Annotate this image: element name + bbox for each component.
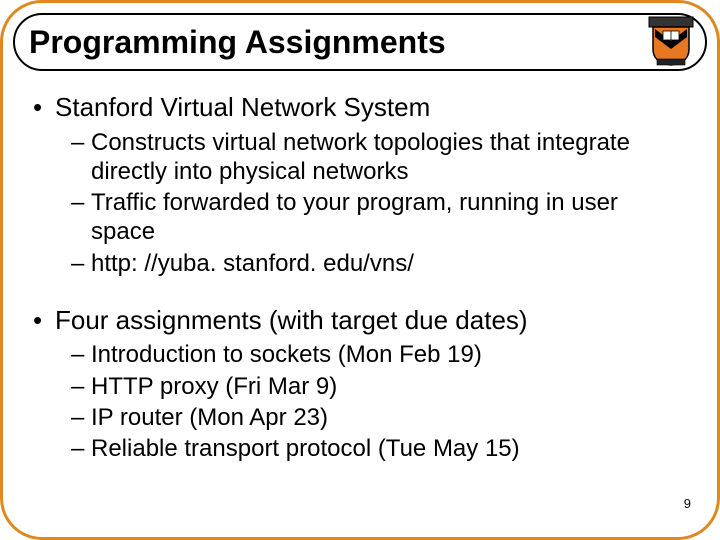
title-container: Programming Assignments <box>13 13 707 71</box>
list-item-text: Traffic forwarded to your program, runni… <box>91 189 618 245</box>
section-heading-text: Four assignments (with target due dates) <box>55 305 528 335</box>
page-number: 9 <box>684 496 691 511</box>
princeton-crest-icon <box>645 15 697 67</box>
section-heading-text: Stanford Virtual Network System <box>55 92 430 122</box>
list-item: HTTP proxy (Fri Mar 9) <box>71 372 677 401</box>
list-item: IP router (Mon Apr 23) <box>71 403 677 432</box>
content-area: Stanford Virtual Network System Construc… <box>33 85 677 517</box>
section-gap <box>33 280 677 298</box>
list-item-text: Constructs virtual network topologies th… <box>91 129 630 185</box>
list-item: Introduction to sockets (Mon Feb 19) <box>71 340 677 369</box>
list-item: Reliable transport protocol (Tue May 15) <box>71 434 677 463</box>
section-heading: Stanford Virtual Network System <box>33 91 677 124</box>
list-item-text: IP router (Mon Apr 23) <box>91 404 328 431</box>
list-item: http: //yuba. stanford. edu/vns/ <box>71 249 677 278</box>
list-item-text: Reliable transport protocol (Tue May 15) <box>91 435 520 462</box>
list-item-text: Introduction to sockets (Mon Feb 19) <box>91 341 482 368</box>
list-item-text: HTTP proxy (Fri Mar 9) <box>91 373 337 400</box>
list-item: Traffic forwarded to your program, runni… <box>71 188 677 247</box>
section-heading: Four assignments (with target due dates) <box>33 304 677 337</box>
list-item: Constructs virtual network topologies th… <box>71 128 677 187</box>
slide-title: Programming Assignments <box>29 24 446 61</box>
list-item-text: http: //yuba. stanford. edu/vns/ <box>91 250 414 277</box>
slide-frame: Programming Assignments Stanford Virtual… <box>0 0 720 540</box>
